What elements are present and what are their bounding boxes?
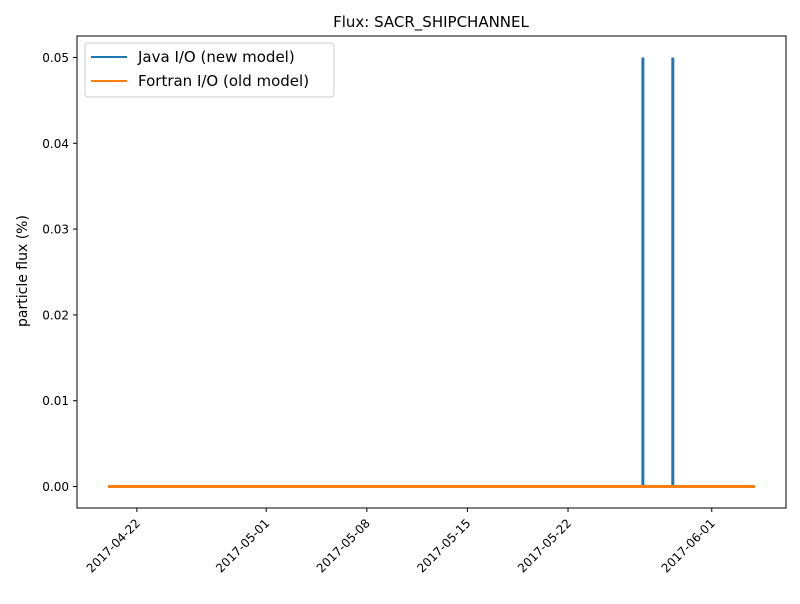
legend: Java I/O (new model) Fortran I/O (old mo… — [84, 42, 335, 98]
y-tick-label: 0.00 — [42, 480, 69, 494]
y-tick-label: 0.05 — [42, 51, 69, 65]
legend-box — [84, 42, 335, 98]
series-group — [108, 57, 755, 489]
y-tick-label: 0.01 — [42, 394, 69, 408]
legend-label-fortran: Fortran I/O (old model) — [138, 72, 309, 90]
y-tick-label: 0.03 — [42, 223, 69, 237]
y-tick-label: 0.02 — [42, 308, 69, 322]
chart-title: Flux: SACR_SHIPCHANNEL — [333, 13, 529, 32]
y-axis-label: particle flux (%) — [15, 215, 31, 327]
legend-label-java: Java I/O (new model) — [137, 48, 295, 66]
y-tick-label: 0.04 — [42, 137, 69, 151]
plot-area-frame — [76, 35, 787, 509]
